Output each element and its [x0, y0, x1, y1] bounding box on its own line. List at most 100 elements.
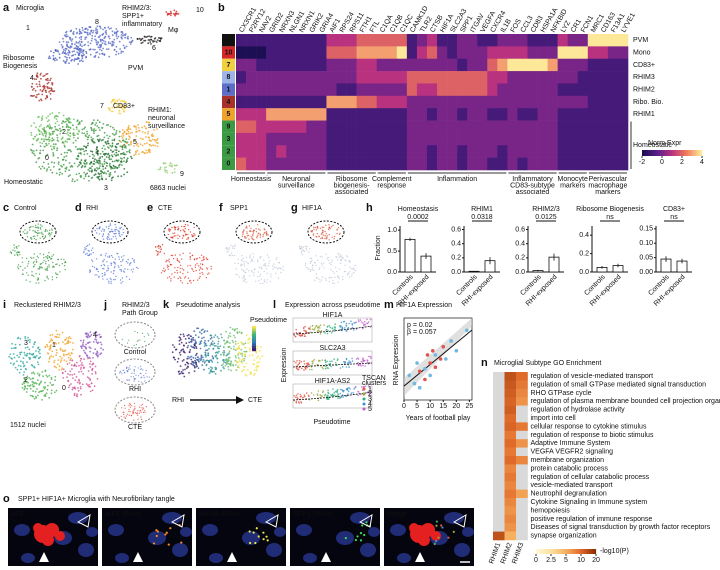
cell-dot [10, 354, 12, 356]
cell-dot [208, 348, 210, 350]
cell-dot [140, 138, 142, 140]
cell-dot [146, 152, 148, 154]
cell-dot [31, 125, 33, 127]
cell-dot [186, 362, 188, 364]
cell-dot [238, 351, 240, 353]
heatmap-cell [337, 108, 347, 121]
heatmap-cell [236, 121, 246, 134]
heatmap-cell [516, 506, 528, 515]
colorbar-step [694, 150, 696, 156]
cell-dot [117, 154, 119, 156]
cell-dot [49, 382, 51, 384]
cell-dot [39, 152, 41, 154]
cell-dot [179, 343, 181, 345]
cell-dot [128, 340, 129, 341]
heatmap-cell [538, 108, 548, 121]
cell-dot [53, 148, 55, 150]
cell-dot [244, 236, 245, 237]
heatmap-cell [326, 71, 336, 84]
cell-dot [332, 237, 333, 238]
panel-letter: b [218, 2, 225, 14]
cell-dot [56, 118, 58, 120]
point [441, 345, 445, 349]
cell-dot [28, 377, 30, 379]
axis-label: Expression [281, 348, 288, 383]
nucleus [390, 524, 406, 536]
cell-dot [116, 51, 118, 53]
cell-dot [65, 354, 67, 356]
cell-dot [57, 334, 59, 336]
cell-dot [58, 163, 60, 165]
cell-dot [48, 252, 49, 253]
cell-dot [241, 352, 243, 354]
cell-dot [337, 389, 339, 391]
cell-dot [113, 279, 114, 280]
panel-letter: d [75, 202, 82, 214]
cell-dot [133, 268, 134, 269]
cell-dot [88, 175, 90, 177]
cell-dot [116, 130, 118, 132]
heatmap-cell [397, 83, 407, 96]
cell-dot [230, 336, 232, 338]
cell-dot [48, 278, 49, 279]
cell-dot [128, 125, 130, 127]
cell-dot [229, 346, 231, 348]
cell-dot [17, 369, 19, 371]
cell-dot [339, 397, 341, 399]
cell-dot [90, 54, 92, 56]
heatmap-cell [337, 59, 347, 72]
cell-dot [202, 264, 203, 265]
cell-dot [325, 366, 327, 368]
cell-dot [37, 86, 39, 88]
cell-dot [170, 280, 171, 281]
cell-dot [116, 149, 118, 151]
cluster-label: RHIM1: [148, 107, 172, 114]
cell-dot [251, 259, 252, 260]
cell-dot [231, 252, 232, 253]
heatmap-cell [516, 406, 528, 415]
cell-dot [61, 369, 63, 371]
cell-dot [164, 253, 165, 254]
cell-dot [76, 33, 78, 35]
cell-dot [191, 234, 192, 235]
cell-dot [147, 333, 148, 334]
cell-dot [303, 328, 305, 330]
cell-dot [80, 43, 82, 45]
cell-dot [38, 364, 40, 366]
cell-dot [13, 363, 15, 365]
cell-dot [180, 365, 182, 367]
heatmap-cell [437, 34, 447, 47]
cell-dot [104, 36, 106, 38]
heatmap-cell [505, 422, 517, 431]
cell-dot [137, 332, 138, 333]
cluster-label: 1 [52, 342, 56, 349]
cell-dot [68, 175, 70, 177]
cell-dot [82, 61, 84, 63]
cell-dot [35, 391, 37, 393]
cell-dot [110, 225, 111, 226]
cell-dot [334, 392, 336, 394]
cell-dot [259, 283, 260, 284]
cell-dot [329, 363, 331, 365]
cell-dot [145, 373, 146, 374]
rna-spot [365, 521, 367, 523]
cell-dot [324, 231, 325, 232]
cell-dot [134, 331, 135, 332]
cell-dot [197, 359, 199, 361]
cell-dot [341, 256, 342, 257]
heatmap-cell [337, 96, 347, 109]
cell-dot [94, 385, 96, 387]
cell-dot [13, 353, 15, 355]
cell-dot [144, 132, 146, 134]
heatmap-cell [286, 46, 296, 59]
cell-dot [77, 387, 79, 389]
cell-dot [256, 357, 258, 359]
heatmap-cell [326, 108, 336, 121]
cell-dot [102, 165, 104, 167]
cell-dot [239, 359, 241, 361]
cell-dot [36, 96, 38, 98]
cell-dot [189, 253, 190, 254]
cell-dot [11, 253, 12, 254]
cell-dot [69, 336, 71, 338]
cell-dot [165, 166, 167, 168]
